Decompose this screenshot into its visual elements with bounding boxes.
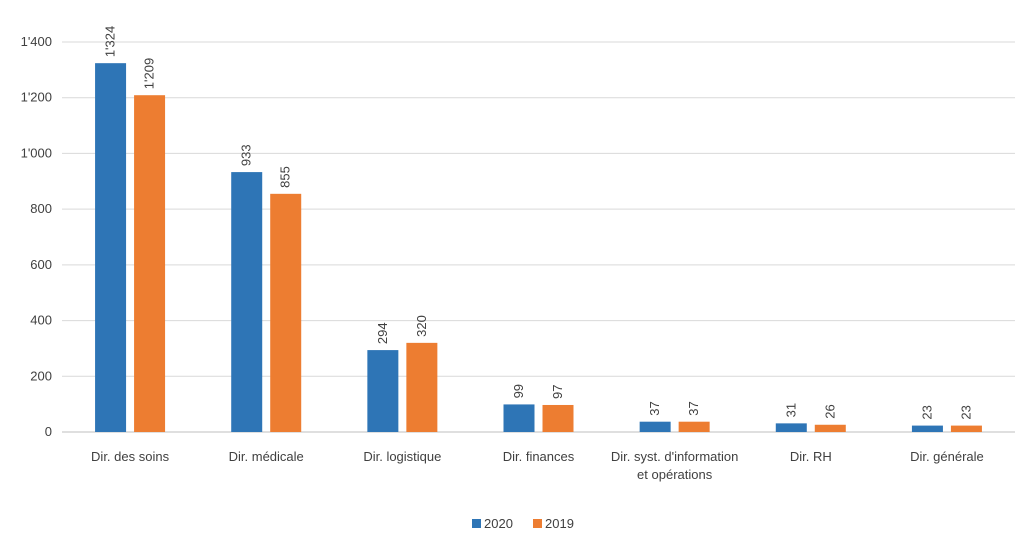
bars	[95, 63, 982, 433]
bar-2019	[814, 424, 846, 432]
data-label-2019: 1'209	[142, 58, 157, 89]
data-label-2020: 23	[919, 405, 934, 419]
legend-label-2019: 2019	[545, 516, 574, 531]
y-tick-label: 0	[45, 424, 52, 439]
bar-2019	[270, 193, 302, 432]
y-tick-label: 1'400	[21, 34, 52, 49]
x-category-label: Dir. RH	[790, 449, 832, 464]
data-label-2019: 97	[550, 385, 565, 399]
bar-2020	[639, 421, 671, 432]
y-tick-label: 1'200	[21, 90, 52, 105]
bar-2020	[503, 404, 535, 432]
data-label-2020: 37	[647, 401, 662, 415]
x-category-label: Dir. générale	[910, 449, 984, 464]
data-labels: 1'324 1'209 933 855 294 320 99 97 37 37 31 26 23 23	[103, 26, 974, 420]
y-axis: 0 200 400 600 800 1'000 1'200 1'400	[21, 34, 52, 439]
bar-2019	[134, 95, 166, 432]
data-label-2020: 31	[783, 403, 798, 417]
legend-swatch-2020	[472, 519, 481, 528]
bar-2020	[231, 172, 263, 433]
data-label-2019: 320	[414, 315, 429, 337]
bar-2019	[678, 421, 710, 432]
x-category-label: Dir. des soins	[91, 449, 170, 464]
y-tick-label: 400	[30, 313, 52, 328]
bar-2020	[95, 63, 127, 433]
data-label-2019: 855	[278, 166, 293, 188]
x-category-label: Dir. médicale	[229, 449, 304, 464]
bar-2020	[911, 425, 943, 432]
data-label-2019: 23	[958, 405, 973, 419]
data-label-2020: 1'324	[103, 26, 118, 57]
data-label-2019: 37	[686, 401, 701, 415]
data-label-2020: 933	[239, 144, 254, 166]
y-tick-label: 600	[30, 257, 52, 272]
x-category-label: Dir. finances	[503, 449, 575, 464]
y-tick-label: 1'000	[21, 145, 52, 160]
y-tick-label: 800	[30, 201, 52, 216]
bar-2019	[406, 342, 438, 432]
bar-2020	[367, 350, 399, 432]
data-label-2020: 294	[375, 322, 390, 344]
data-label-2020: 99	[511, 384, 526, 398]
x-axis: Dir. des soins Dir. médicale Dir. logistiq…	[91, 449, 984, 482]
x-category-label: et opérations	[637, 467, 713, 482]
bar-2019	[950, 425, 982, 432]
x-category-label: Dir. syst. d'information	[611, 449, 738, 464]
y-tick-label: 200	[30, 368, 52, 383]
legend: 2020 2019	[472, 516, 574, 531]
data-label-2019: 26	[822, 404, 837, 418]
legend-label-2020: 2020	[484, 516, 513, 531]
x-category-label: Dir. logistique	[363, 449, 441, 464]
gridlines	[62, 41, 1015, 433]
bar-2020	[775, 423, 807, 432]
bar-2019	[542, 404, 574, 432]
legend-swatch-2019	[533, 519, 542, 528]
